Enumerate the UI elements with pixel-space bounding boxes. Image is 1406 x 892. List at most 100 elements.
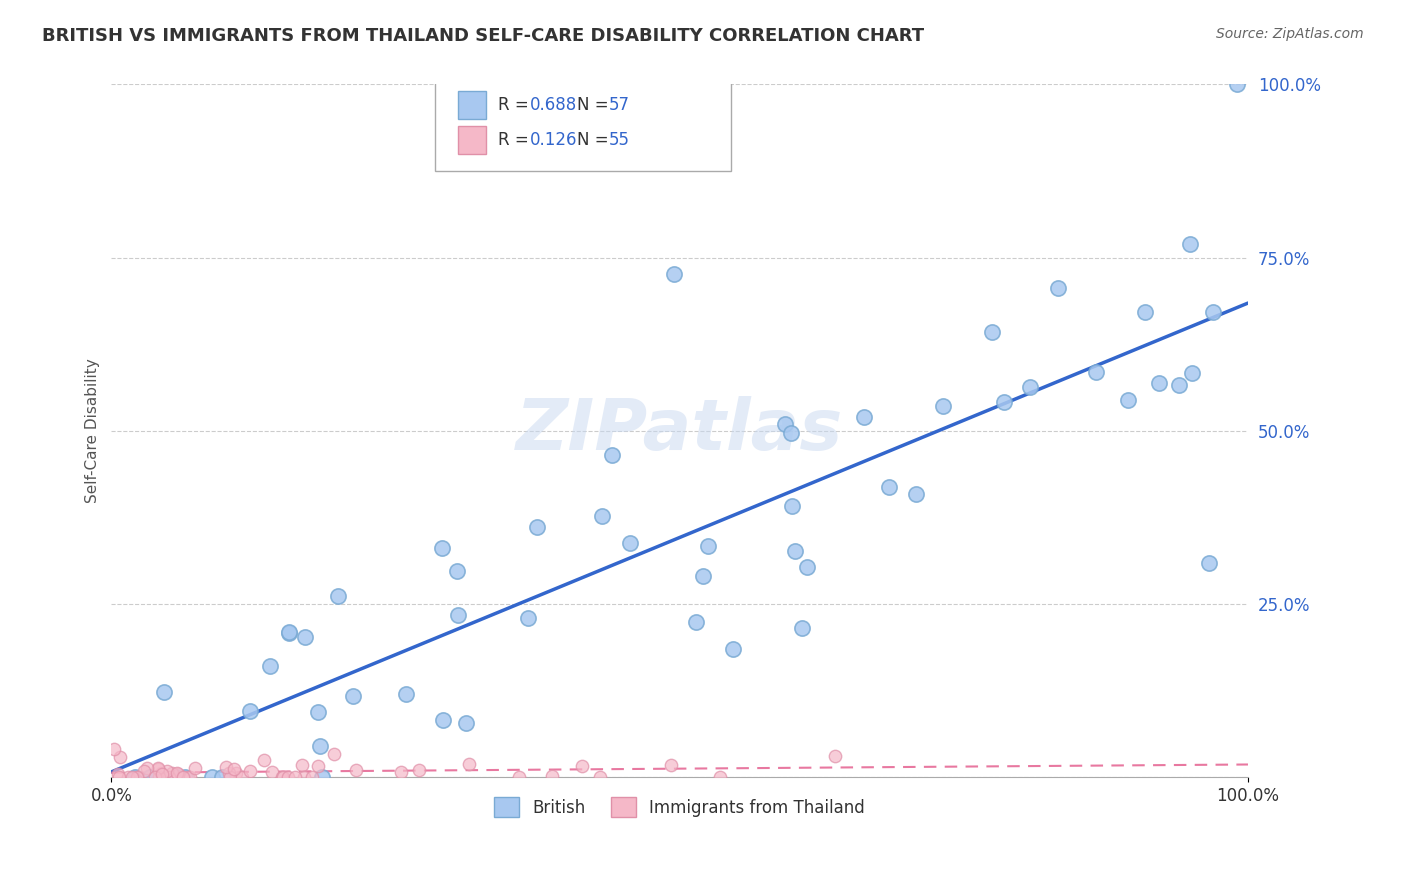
Point	[877, 479, 900, 493]
Point	[571, 759, 593, 773]
Point	[125, 770, 148, 784]
Point	[1133, 304, 1156, 318]
Point	[107, 767, 129, 781]
Point	[271, 770, 294, 784]
Point	[344, 763, 367, 777]
Point	[1118, 392, 1140, 407]
Point	[184, 761, 207, 775]
Point	[150, 767, 173, 781]
Point	[290, 757, 312, 772]
Point	[508, 770, 530, 784]
Point	[103, 741, 125, 756]
Point	[277, 625, 299, 640]
Point	[219, 770, 242, 784]
Point	[277, 770, 299, 784]
FancyBboxPatch shape	[436, 74, 731, 171]
Point	[1046, 281, 1069, 295]
Point	[454, 715, 477, 730]
Point	[322, 747, 344, 762]
Point	[446, 608, 468, 623]
Point	[342, 689, 364, 703]
Point	[222, 762, 245, 776]
Point	[135, 761, 157, 775]
Point	[328, 589, 350, 603]
Point	[170, 770, 193, 784]
Text: 55: 55	[609, 131, 630, 149]
Point	[659, 757, 682, 772]
Point	[824, 749, 846, 764]
Point	[780, 425, 803, 440]
Point	[588, 770, 610, 784]
Point	[307, 759, 329, 773]
Point	[692, 569, 714, 583]
Point	[239, 704, 262, 718]
Point	[218, 765, 240, 780]
Point	[432, 541, 454, 555]
Point	[796, 560, 818, 574]
Text: 0.126: 0.126	[530, 131, 578, 149]
Point	[709, 770, 731, 784]
Point	[446, 564, 468, 578]
Point	[153, 684, 176, 698]
Point	[389, 764, 412, 779]
Point	[146, 761, 169, 775]
Point	[308, 739, 330, 753]
Text: 0.688: 0.688	[530, 96, 576, 114]
Point	[253, 753, 276, 767]
Point	[166, 766, 188, 780]
Point	[1019, 380, 1042, 394]
Point	[149, 766, 172, 780]
Text: R =: R =	[498, 131, 534, 149]
Point	[167, 767, 190, 781]
Point	[292, 770, 315, 784]
Point	[1178, 236, 1201, 251]
Point	[591, 509, 613, 524]
Point	[394, 688, 416, 702]
Point	[157, 770, 180, 784]
Point	[132, 764, 155, 779]
Text: N =: N =	[578, 96, 614, 114]
Point	[780, 499, 803, 513]
Point	[932, 399, 955, 413]
Point	[260, 764, 283, 779]
Point	[1198, 556, 1220, 570]
Point	[1226, 78, 1249, 92]
Point	[271, 770, 294, 784]
Point	[215, 760, 238, 774]
Legend: British, Immigrants from Thailand: British, Immigrants from Thailand	[488, 790, 872, 824]
Text: R =: R =	[498, 96, 534, 114]
Point	[179, 770, 201, 784]
Point	[993, 395, 1015, 409]
Point	[773, 417, 796, 431]
Point	[526, 520, 548, 534]
Point	[211, 770, 233, 784]
Point	[905, 486, 928, 500]
Point	[685, 615, 707, 629]
Point	[148, 770, 170, 784]
Point	[172, 770, 194, 784]
Point	[1202, 305, 1225, 319]
Point	[541, 769, 564, 783]
Point	[177, 770, 200, 784]
Point	[294, 631, 316, 645]
Point	[1147, 376, 1170, 391]
Point	[1168, 377, 1191, 392]
Point	[127, 770, 149, 784]
Point	[853, 409, 876, 424]
Point	[664, 267, 686, 281]
Point	[284, 770, 307, 784]
Point	[408, 763, 430, 777]
Point	[225, 765, 247, 780]
Point	[107, 770, 129, 784]
Point	[277, 626, 299, 640]
Point	[143, 770, 166, 784]
FancyBboxPatch shape	[458, 91, 486, 119]
Point	[259, 658, 281, 673]
Point	[139, 770, 162, 784]
Text: Source: ZipAtlas.com: Source: ZipAtlas.com	[1216, 27, 1364, 41]
Point	[238, 764, 260, 779]
Point	[201, 770, 224, 784]
Point	[156, 764, 179, 779]
Point	[600, 448, 623, 462]
Point	[117, 770, 139, 784]
